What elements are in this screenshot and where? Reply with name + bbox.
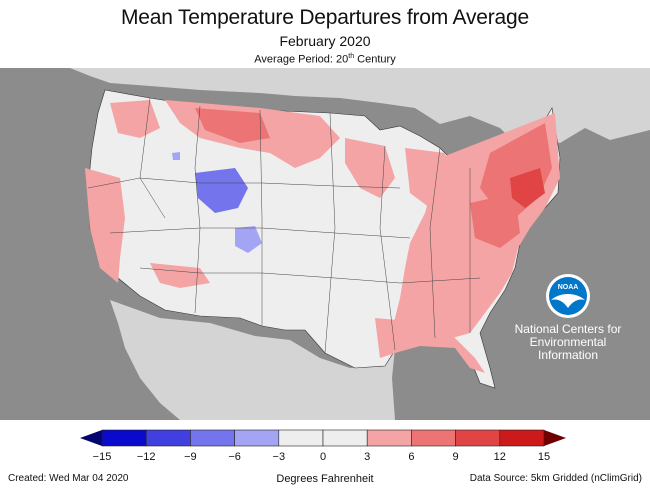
us-temperature-map: NOAA [0,68,650,420]
warm-strong-newyork [510,168,545,208]
legend-cell [145,429,191,447]
map-title: Mean Temperature Departures from Average [121,6,529,29]
legend-tick-label: −12 [137,451,156,463]
ncei-line-1: National Centers for [514,322,622,336]
mexico-region [110,300,395,420]
warm-southwest [150,263,210,288]
legend-cell [499,429,545,447]
legend-cell [234,429,280,447]
legend-tick-label: 3 [364,451,370,463]
noaa-logo: NOAA [546,274,590,318]
cool-wyoming [195,168,248,213]
ncei-line-3: Information [537,348,599,362]
legend-tick-label: 9 [453,451,459,463]
warm-core-midatlantic [470,193,520,248]
legend-cell [322,429,368,447]
legend-cell [190,429,235,447]
noaa-logo-bird [551,294,585,308]
legend-cells [101,429,545,447]
legend-tick-label: 0 [320,451,326,463]
warm-northwest [110,100,160,138]
data-source: Data Source: 5km Gridded (nClimGrid) [469,473,642,484]
warm-west-coast [85,168,125,283]
legend-tick-label: −6 [228,451,241,463]
legend-cell [101,429,147,447]
legend-max-arrow [544,430,566,446]
warm-gulf-coast [375,318,485,373]
legend-tick-label: 15 [538,451,550,463]
legend-tick-label: 6 [408,451,414,463]
legend-tick-labels: −15 −12 −9 −6 −3 0 3 6 9 12 15 [93,451,550,463]
legend-cell [455,429,501,447]
cool-anomaly-regions [172,152,262,253]
color-legend: −15 −12 −9 −6 −3 0 3 6 9 12 15 [80,429,566,463]
legend-cell [366,429,412,447]
average-period: Average Period: 20th Century [254,53,396,66]
ncei-org-name: National Centers for Environmental Infor… [508,323,628,362]
legend-tick-label: −9 [184,451,197,463]
cool-colorado [235,226,262,253]
state-boundaries [87,97,481,354]
noaa-logo-text: NOAA [558,284,579,291]
canada-region [0,68,650,148]
map-subtitle: February 2020 [279,33,371,49]
warm-strong-regions [510,168,545,208]
legend-title: Degrees Fahrenheit [276,473,374,485]
legend-cell [278,429,324,447]
warm-core-montana [195,108,270,143]
cool-montana-speck [172,152,180,160]
legend-tick-label: −3 [273,451,286,463]
ncei-line-2: Environmental [529,335,607,349]
legend-tick-label: 12 [494,451,506,463]
legend-min-arrow [80,430,102,446]
created-date: Created: Wed Mar 04 2020 [8,473,129,484]
legend-tick-label: −15 [93,451,112,463]
legend-cell [411,429,456,447]
